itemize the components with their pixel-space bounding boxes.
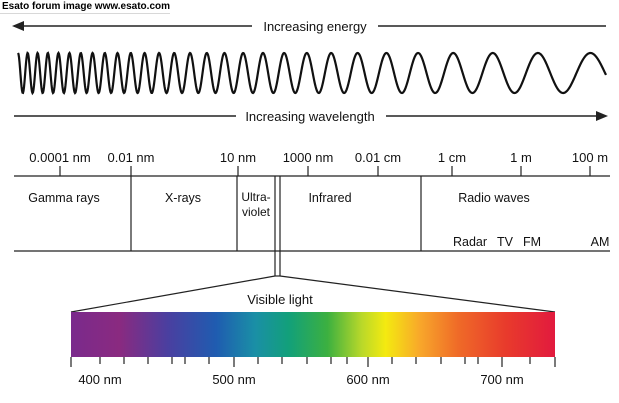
band-ultraviolet-line1: Ultra- (241, 190, 270, 204)
wave-curve (17, 50, 607, 96)
arrowhead-left-icon (12, 21, 24, 31)
energy-arrow: Increasing energy (12, 19, 606, 34)
scale-tick-label: 10 nm (220, 150, 256, 165)
visible-expansion-lines (70, 275, 556, 313)
radio-subband-am: AM (591, 235, 610, 249)
visible-tick-label: 400 nm (78, 372, 121, 387)
band-ultraviolet-line2: violet (242, 205, 271, 219)
wavelength-scale: 0.0001 nm 0.01 nm 10 nm 1000 nm 0.01 cm … (29, 150, 608, 176)
visible-scale: 400 nm 500 nm 600 nm 700 nm (70, 357, 556, 387)
scale-tick-label: 0.0001 nm (29, 150, 90, 165)
visible-spectrum-bar (71, 312, 555, 357)
band-radio-waves: Radio waves (458, 191, 530, 205)
visible-tick-label: 500 nm (212, 372, 255, 387)
forum-watermark-banner: Esato forum image www.esato.com (0, 0, 171, 14)
band-x-rays: X-rays (165, 191, 201, 205)
energy-arrow-label: Increasing energy (263, 19, 367, 34)
radio-subband-tv: TV (497, 235, 514, 249)
radio-subband-radar: Radar (453, 235, 487, 249)
scale-tick-label: 1 m (510, 150, 532, 165)
band-gamma-rays: Gamma rays (28, 191, 100, 205)
visible-tick-label: 700 nm (480, 372, 523, 387)
visible-light-title: Visible light (247, 292, 313, 307)
wavelength-arrow-label: Increasing wavelength (245, 109, 374, 124)
radio-subband-fm: FM (523, 235, 541, 249)
visible-tick-label: 600 nm (346, 372, 389, 387)
arrowhead-right-icon (596, 111, 608, 121)
wavelength-arrow: Increasing wavelength (14, 109, 608, 124)
scale-tick-label: 1 cm (438, 150, 466, 165)
scale-tick-label: 1000 nm (283, 150, 334, 165)
scale-tick-label: 0.01 nm (108, 150, 155, 165)
scale-tick-label: 0.01 cm (355, 150, 401, 165)
band-table: Gamma rays X-rays Ultra- violet Infrared… (14, 175, 610, 276)
scale-tick-label: 100 m (572, 150, 608, 165)
band-infrared: Infrared (308, 191, 351, 205)
